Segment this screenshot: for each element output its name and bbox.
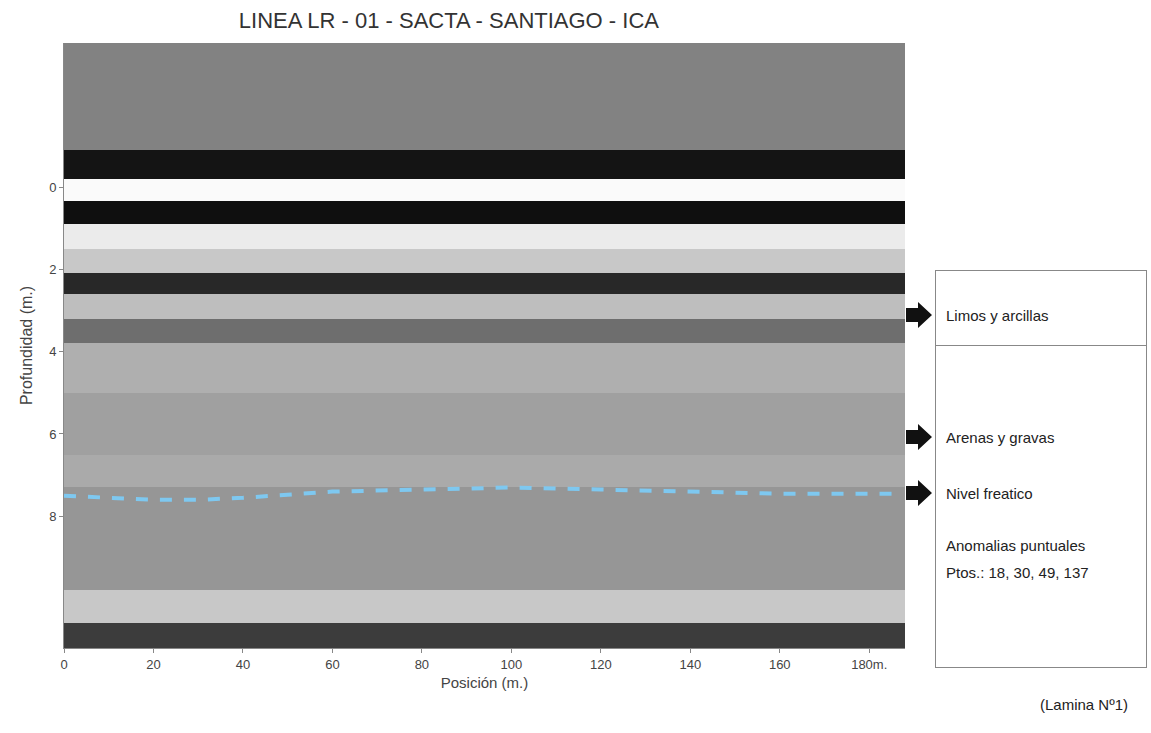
svg-text:120: 120: [590, 657, 612, 672]
html-text:(Lamina Nº1): (Lamina Nº1): [1040, 696, 1128, 713]
svg-text:0: 0: [49, 180, 56, 195]
html-text:Ptos.: 18, 30, 49, 137: Ptos.: 18, 30, 49, 137: [946, 564, 1089, 581]
svg-text:6: 6: [49, 427, 56, 442]
svg-text:4: 4: [49, 344, 56, 359]
svg-text:60: 60: [325, 657, 339, 672]
svg-text:8: 8: [49, 509, 56, 524]
svg-text:0: 0: [60, 657, 67, 672]
html-text:Arenas y gravas: Arenas y gravas: [946, 429, 1055, 446]
svg-text:20: 20: [146, 657, 160, 672]
svg-text:LINEA LR - 01 - SACTA - SANTIA: LINEA LR - 01 - SACTA - SANTIAGO - ICA: [239, 8, 659, 33]
svg-text:80: 80: [415, 657, 429, 672]
html-text:Anomalias puntuales: Anomalias puntuales: [946, 537, 1086, 554]
svg-text:40: 40: [236, 657, 250, 672]
svg-text:100: 100: [500, 657, 522, 672]
svg-text:Profundidad (m.): Profundidad (m.): [18, 286, 35, 405]
svg-text:160: 160: [769, 657, 791, 672]
html-text:Limos y arcillas: Limos y arcillas: [946, 307, 1049, 324]
svg-text:2: 2: [49, 262, 56, 277]
svg-text:140: 140: [679, 657, 701, 672]
html-text:Nivel freatico: Nivel freatico: [946, 485, 1033, 502]
svg-text:180m.: 180m.: [851, 657, 887, 672]
svg-text:Posición (m.): Posición (m.): [441, 674, 529, 691]
